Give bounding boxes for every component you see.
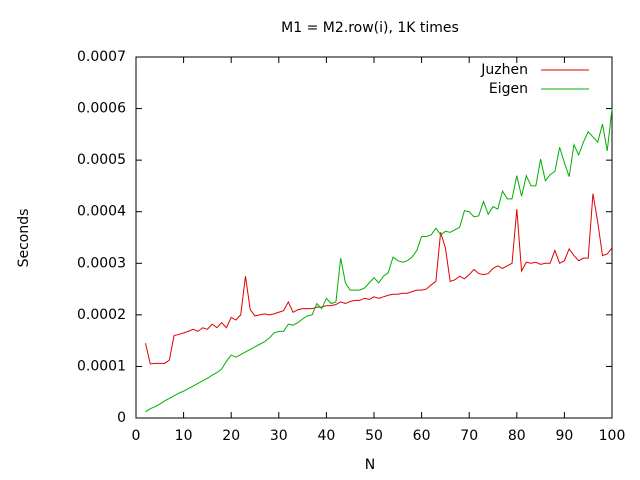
x-tick-label: 50	[365, 428, 383, 444]
x-tick-label: 40	[317, 428, 335, 444]
chart-title: M1 = M2.row(i), 1K times	[281, 20, 459, 36]
x-tick-label: 20	[222, 428, 240, 444]
y-tick-label: 0.0005	[77, 152, 126, 168]
y-tick-label: 0.0003	[77, 255, 126, 271]
x-tick-label: 90	[555, 428, 573, 444]
y-tick-label: 0.0006	[77, 101, 126, 117]
y-tick-label: 0.0007	[77, 49, 126, 65]
x-tick-label: 30	[270, 428, 288, 444]
legend-label: Juzhen	[480, 62, 528, 78]
y-axis-label: Seconds	[16, 209, 32, 268]
y-tick-label: 0.0001	[77, 358, 126, 374]
x-tick-label: 60	[413, 428, 431, 444]
x-tick-label: 80	[508, 428, 526, 444]
series-line	[145, 193, 613, 365]
plot-border	[135, 56, 613, 419]
series-line	[145, 108, 613, 413]
y-tick-label: 0.0004	[77, 204, 126, 220]
x-tick-label: 0	[132, 428, 141, 444]
y-tick-label: 0	[117, 410, 126, 426]
legend-label: Eigen	[489, 81, 528, 97]
x-tick-label: 10	[175, 428, 193, 444]
y-tick-label: 0.0002	[77, 307, 126, 323]
x-tick-label: 100	[599, 428, 626, 444]
x-axis-label: N	[365, 457, 375, 473]
x-tick-label: 70	[460, 428, 478, 444]
